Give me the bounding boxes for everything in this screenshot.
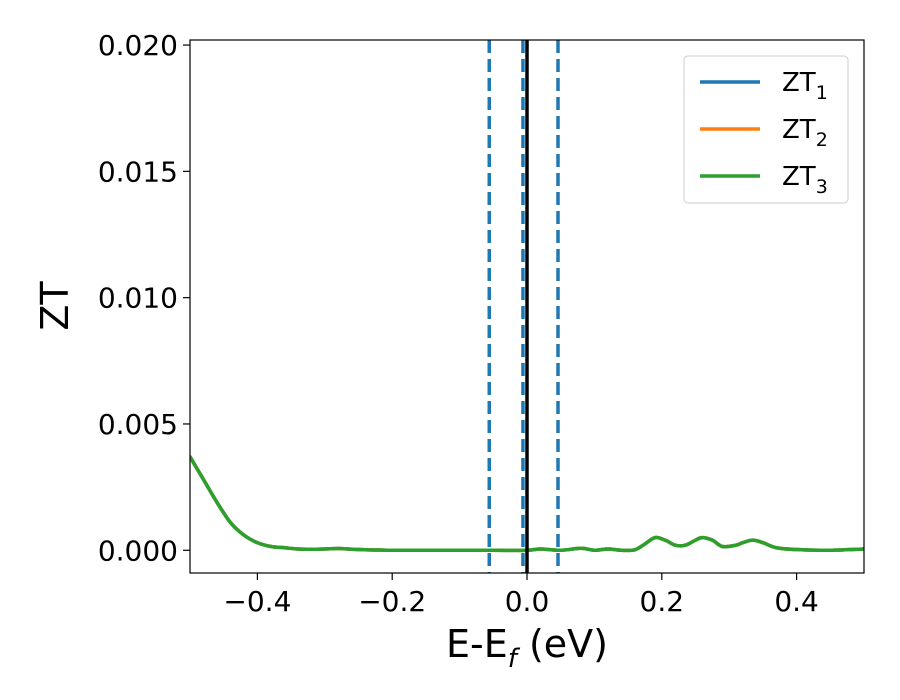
x-tick-label: −0.4 bbox=[223, 585, 291, 618]
series-line-3 bbox=[190, 455, 864, 553]
legend-box bbox=[683, 55, 849, 204]
y-axis: 0.000 0.005 0.010 0.015 0.020 bbox=[98, 29, 190, 567]
legend-label-2: ZT2 bbox=[782, 115, 828, 151]
x-tick-label: 0.2 bbox=[640, 585, 685, 618]
y-tick-label: 0.000 bbox=[98, 534, 178, 567]
vline-layer bbox=[487, 40, 560, 573]
y-tick-label: 0.010 bbox=[98, 282, 178, 315]
x-axis-label: E-Ef (eV) bbox=[446, 622, 608, 674]
x-tick-label: 0.4 bbox=[774, 585, 819, 618]
y-tick-label: 0.015 bbox=[98, 155, 178, 188]
x-axis: −0.4 −0.2 0.0 0.2 0.4 bbox=[223, 573, 819, 618]
series-layer bbox=[190, 455, 864, 553]
legend: ZT1 ZT2 ZT3 bbox=[683, 55, 849, 204]
legend-label-3: ZT3 bbox=[782, 162, 828, 198]
y-axis-label: ZT bbox=[33, 281, 77, 331]
y-tick-label: 0.020 bbox=[98, 29, 178, 62]
x-tick-label: 0.0 bbox=[505, 585, 550, 618]
y-tick-label: 0.005 bbox=[98, 408, 178, 441]
x-tick-label: −0.2 bbox=[358, 585, 426, 618]
legend-label-1: ZT1 bbox=[782, 68, 828, 104]
